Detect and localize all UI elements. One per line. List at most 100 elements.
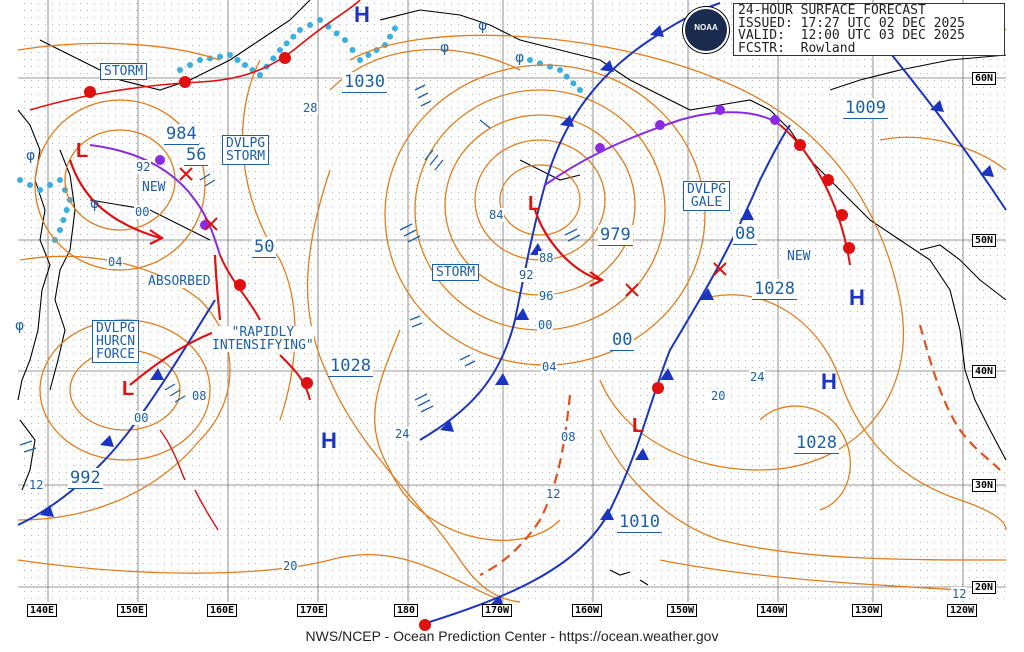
svg-text:φ: φ [26,148,35,164]
svg-text:φ: φ [90,196,99,212]
central-pressure: 00 [610,330,635,351]
longitude-label: 130W [852,604,883,617]
svg-text:L: L [122,378,134,400]
isobar-label: 04 [541,360,558,374]
ice-dot [277,47,283,53]
latitude-label: 20N [972,581,997,594]
ice-dot [47,182,53,188]
low-tracks [68,159,605,386]
svg-text:φ: φ [440,40,449,56]
central-pressure: 1009 [843,98,888,119]
longitude-label: 170E [297,604,328,617]
ice-dot [317,17,323,23]
longitude-label: 150W [667,604,698,617]
ice-dot [357,57,363,63]
central-pressure: 1030 [342,72,387,93]
ice-dot [187,62,193,68]
ice-dot [234,57,241,63]
svg-text:φ: φ [15,318,24,334]
central-pressure: 1028 [328,356,373,377]
isobar-label: 12 [951,587,968,601]
ice-dot [570,80,577,87]
ice-dot [242,62,248,68]
isobar-label: 96 [538,289,555,303]
central-pressure: 56 [184,145,209,166]
isobar-label: 00 [133,411,150,425]
low-symbols: L L L L [76,140,644,437]
ice-dot [290,33,297,40]
svg-text:L: L [632,415,644,437]
ice-dot [333,30,340,37]
longitude-label: 140W [757,604,788,617]
dot-background [18,0,1006,602]
svg-text:φ: φ [515,50,524,66]
latitude-label: 40N [972,365,997,378]
longitude-label: 120W [947,604,978,617]
latitude-label: 50N [972,234,997,247]
ice-dot [63,207,70,213]
longitude-label: 140E [27,604,58,617]
high-pressure-symbol: H [849,285,865,310]
storm-warning-label: STORM [432,264,480,281]
central-pressure: 50 [252,237,277,258]
isobar-label: 00 [134,205,151,219]
central-pressure: 992 [68,468,103,489]
high-pressure-symbol: H [821,369,837,394]
ice-dot [227,52,233,58]
central-pressure: 1010 [617,512,662,533]
ice-dot [349,47,356,53]
isobar-label: 24 [749,370,766,384]
forecast-header: 24-HOUR SURFACE FORECAST ISSUED: 17:27 U… [733,3,1005,56]
noaa-logo: NOAA [683,7,729,53]
rapidly-intensifying-label: "RAPIDLY INTENSIFYING" [212,325,314,353]
isobar-label: 12 [545,487,562,501]
ice-dot [563,73,570,80]
ice-dot [283,40,290,47]
new-low-label: NEW [787,249,811,264]
isobar-label: 28 [302,101,319,115]
absorbed-label: ABSORBED [148,274,211,289]
high-pressure-symbol: H [321,428,337,453]
isobar-label: 08 [560,430,577,444]
ice-dot [577,87,583,93]
isobar-label: 20 [282,559,299,573]
isobar-label: 00 [537,318,554,332]
central-pressure: 984 [164,124,199,145]
central-pressure: 08 [733,224,758,245]
valid-time: VALID: 12:00 UTC 03 DEC 2025 [738,28,965,43]
low-x-markers [179,167,727,297]
ice-dot [557,67,563,73]
forecaster: FCSTR: Rowland [738,40,856,56]
ice-dot [342,37,348,43]
footer-credit: NWS/NCEP - Ocean Prediction Center - htt… [305,628,719,644]
ice-dot [60,217,67,223]
ice-dot [197,57,203,63]
developing-gale-label: DVLPG GALE [683,181,731,211]
latitude-label: 60N [972,72,997,85]
wind-barbs [19,84,581,453]
longitude-label: 160E [207,604,238,617]
svg-text:φ: φ [478,18,487,34]
developing-storm-label: DVLPG STORM [222,135,270,165]
longitude-label: 170W [482,604,513,617]
ice-dot [270,55,277,62]
isobar-label: 84 [488,208,505,222]
isobar-label: 88 [538,251,555,265]
storm-warning-label: STORM [100,63,148,80]
isobar-label: 92 [135,160,152,174]
central-pressure: 979 [598,225,633,246]
warm-front-symbols [84,52,855,631]
tropical-symbols: φ φ φ φ φ φ [15,18,524,334]
central-pressure: 1028 [794,433,839,454]
ice-dot [387,33,393,40]
svg-text:L: L [528,193,540,215]
isobar-label: 12 [28,478,45,492]
ice-dot [57,227,63,233]
issued-time: ISSUED: 17:27 UTC 02 DEC 2025 [738,15,965,31]
ice-dot [27,182,33,188]
new-low-label: NEW [142,180,166,195]
central-pressure: 1028 [752,279,797,300]
ice-dot [177,67,183,73]
svg-text:L: L [76,140,88,162]
